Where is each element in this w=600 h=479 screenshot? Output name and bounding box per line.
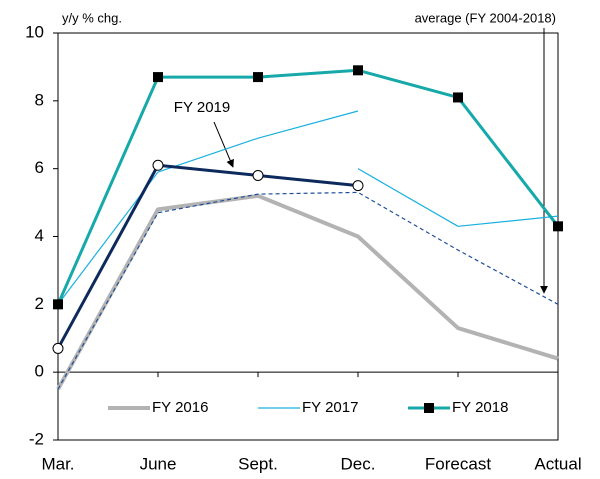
legend-label: FY 2018 [452, 399, 508, 416]
x-tick-label: Forecast [425, 454, 491, 473]
point [352, 180, 364, 192]
series-line [56, 68, 560, 305]
y-tick-label: 6 [35, 158, 44, 177]
y-axis-label: y/y % chg. [62, 10, 122, 25]
y-tick-label: -2 [29, 429, 44, 448]
annotation: average (FY 2004-2018) [415, 10, 556, 25]
y-tick-label: 8 [35, 90, 44, 109]
legend-label: FY 2016 [152, 399, 208, 416]
point [153, 72, 163, 83]
x-tick-label: Sept. [238, 454, 278, 473]
point [53, 299, 63, 310]
x-tick-label: Actual [534, 454, 581, 473]
series-line [57, 110, 359, 305]
point [252, 169, 264, 181]
y-tick-label: 0 [35, 362, 44, 381]
x-tick-label: Dec. [341, 454, 376, 473]
x-tick-label: Mar. [41, 454, 74, 473]
plot-frame [57, 32, 559, 441]
legend-label: FY 2017 [302, 399, 358, 416]
point [353, 65, 363, 76]
y-tick-label: 10 [25, 22, 44, 41]
annotation: FY 2019 [174, 99, 230, 116]
series-line [56, 193, 559, 391]
y-tick-label: 2 [35, 294, 44, 313]
series-line [56, 163, 359, 350]
point [152, 159, 164, 171]
series-line [357, 168, 559, 227]
annotation-arrow [213, 121, 234, 168]
point [553, 221, 563, 232]
y-tick-label: 4 [35, 226, 44, 245]
point [52, 342, 64, 354]
legend-marker [424, 403, 434, 413]
point [253, 72, 263, 83]
x-tick-label: June [140, 454, 177, 473]
point [453, 92, 463, 103]
series-line [57, 191, 559, 390]
